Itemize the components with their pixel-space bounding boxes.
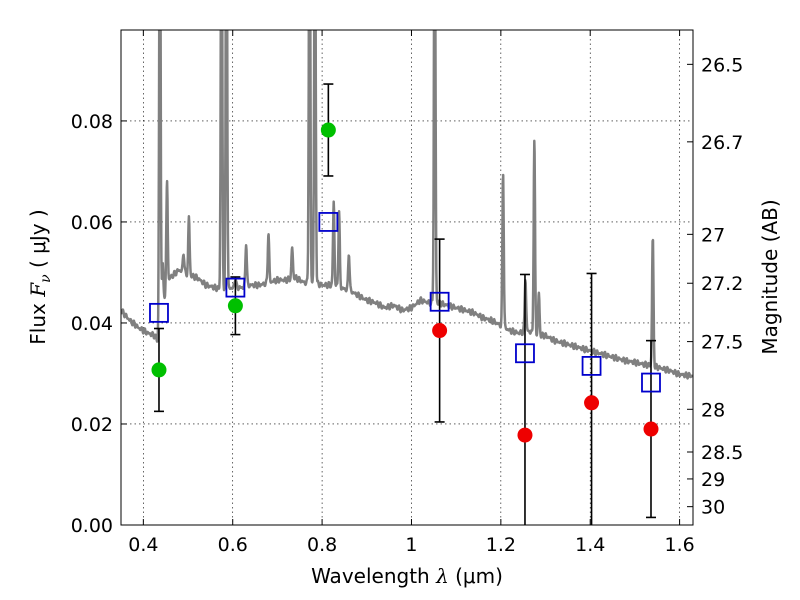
model-photometry-point: [581, 355, 602, 376]
nir-detection-point: [643, 421, 659, 437]
optical-detection-point: [227, 298, 243, 314]
nir-detection-point: [432, 323, 448, 339]
y2-tick-label: 27: [701, 224, 725, 246]
data-area: [121, 30, 693, 525]
y2-tick-label: 26.5: [701, 54, 743, 76]
y-tick-label: 0.04: [71, 313, 113, 335]
y2-tick-label: 27.5: [701, 332, 743, 354]
x-tick-label: 1.4: [575, 534, 605, 556]
y2-tick-label: 27.2: [701, 273, 743, 295]
x-tick-label: 0.6: [218, 534, 248, 556]
y2-tick-label: 30: [701, 497, 725, 519]
sed-model-line: [121, 30, 693, 380]
nir-detection-point: [584, 395, 600, 411]
optical-detection-point: [320, 122, 336, 138]
grid: [121, 30, 693, 526]
y2-tick-label: 28.5: [701, 442, 743, 464]
y2-tick-label: 26.7: [701, 132, 743, 154]
y2-axis-label: Magnitude (AB): [758, 199, 782, 354]
y-tick-label: 0.00: [71, 515, 113, 537]
y2-tick-label: 28: [701, 399, 725, 421]
x-tick-label: 0.8: [307, 534, 337, 556]
x-tick-label: 0.4: [128, 534, 158, 556]
y2-tick-label: 29: [701, 469, 725, 491]
nir-detection-point: [517, 427, 533, 443]
optical-detection-point: [151, 362, 167, 378]
ticks: 0.4 0.6 0.8 1 1.2 1.4 1.6 0.00 0.02 0.04 0.06 0.08 2…: [71, 30, 743, 556]
y-axis-label: Flux Fν ( μJy ): [26, 209, 54, 344]
model-photometry-point: [641, 372, 661, 393]
plot-frame: [120, 29, 694, 526]
model-photometry-point: [225, 277, 246, 298]
x-tick-label: 1.2: [486, 534, 516, 556]
y-tick-label: 0.02: [71, 414, 113, 436]
x-tick-label: 1.6: [664, 534, 694, 556]
model-photometry-point: [429, 291, 450, 312]
model-photometry-point: [149, 302, 169, 323]
y-tick-label: 0.08: [71, 111, 113, 133]
model-photometry-point: [318, 212, 339, 232]
y-tick-label: 0.06: [71, 212, 113, 234]
x-tick-label: 1: [405, 534, 417, 556]
model-photometry-point: [515, 343, 535, 364]
x-axis-label: Wavelength λ (μm): [311, 564, 503, 588]
